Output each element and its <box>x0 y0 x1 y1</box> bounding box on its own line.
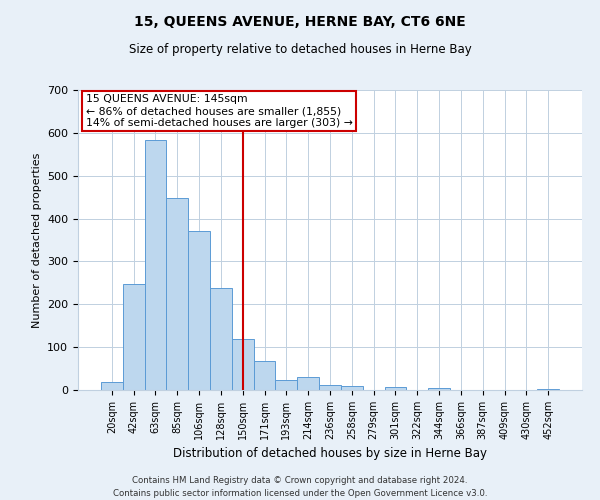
Y-axis label: Number of detached properties: Number of detached properties <box>32 152 41 328</box>
Bar <box>166 198 188 390</box>
Bar <box>188 230 210 390</box>
Text: 15, QUEENS AVENUE, HERNE BAY, CT6 6NE: 15, QUEENS AVENUE, HERNE BAY, CT6 6NE <box>134 15 466 29</box>
Text: 15 QUEENS AVENUE: 145sqm
← 86% of detached houses are smaller (1,855)
14% of sem: 15 QUEENS AVENUE: 145sqm ← 86% of detach… <box>86 94 352 128</box>
Bar <box>297 377 319 390</box>
Bar <box>537 388 559 390</box>
X-axis label: Distribution of detached houses by size in Herne Bay: Distribution of detached houses by size … <box>173 448 487 460</box>
Bar <box>145 140 166 390</box>
Bar <box>123 284 145 390</box>
Bar <box>319 385 341 390</box>
Text: Contains HM Land Registry data © Crown copyright and database right 2024.
Contai: Contains HM Land Registry data © Crown c… <box>113 476 487 498</box>
Bar <box>341 386 363 390</box>
Bar <box>101 382 123 390</box>
Text: Size of property relative to detached houses in Herne Bay: Size of property relative to detached ho… <box>128 42 472 56</box>
Bar <box>254 362 275 390</box>
Bar <box>385 386 406 390</box>
Bar <box>210 288 232 390</box>
Bar <box>428 388 450 390</box>
Bar <box>275 380 297 390</box>
Bar <box>232 338 254 390</box>
